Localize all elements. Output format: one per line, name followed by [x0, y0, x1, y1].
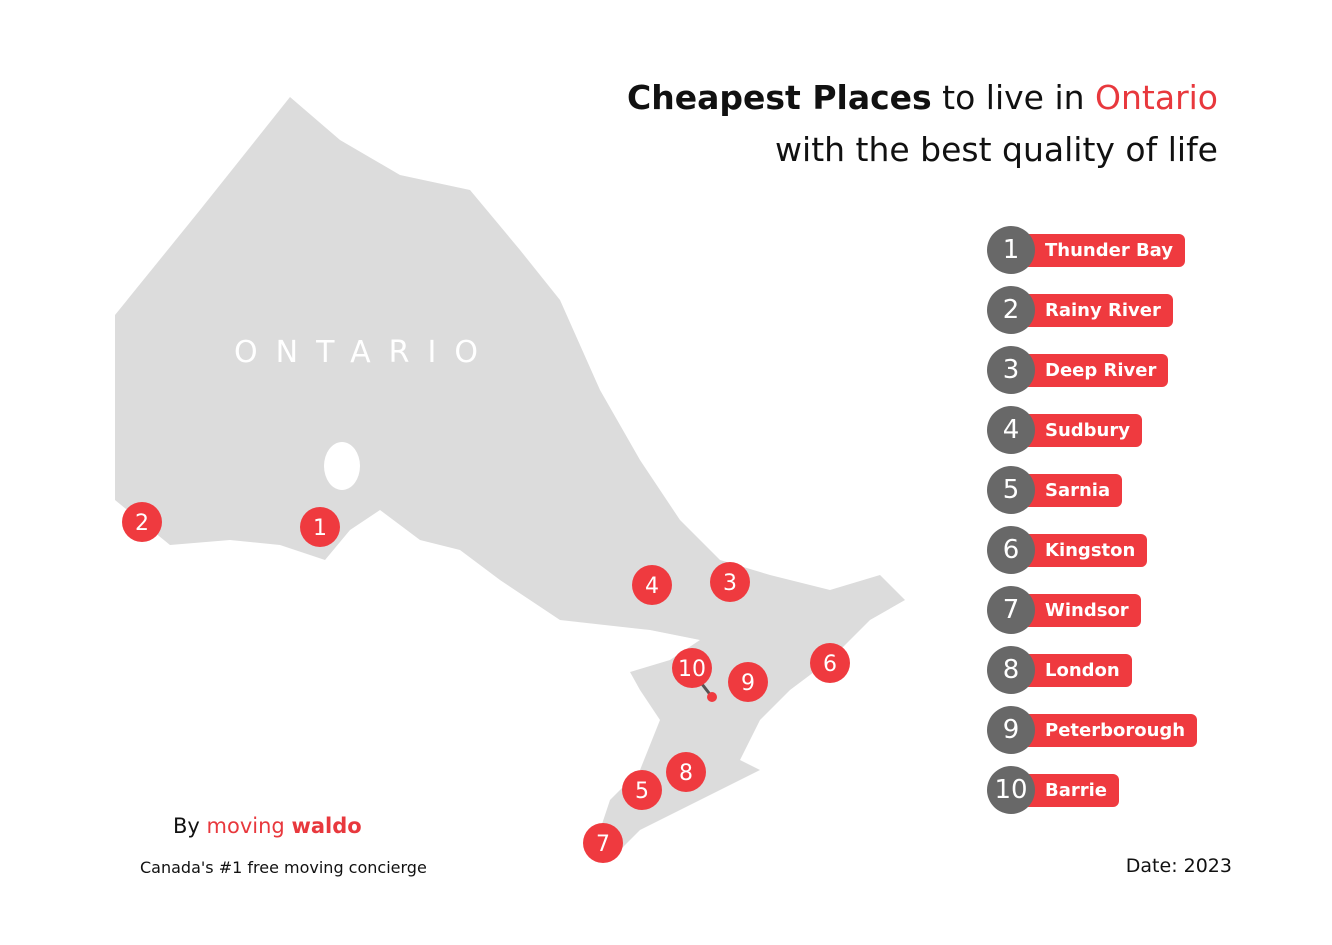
city-name: Sarnia — [1027, 473, 1123, 507]
city-name: Kingston — [1027, 533, 1148, 567]
marker-label: 8 — [679, 761, 693, 786]
ranking-item: 2 Rainy River — [987, 286, 1197, 334]
city-name: Deep River — [1027, 353, 1169, 387]
rank-number: 2 — [987, 286, 1035, 334]
pin-dot — [707, 692, 717, 702]
rank-number: 8 — [987, 646, 1035, 694]
brand-waldo: waldo — [291, 814, 362, 838]
city-name: Thunder Bay — [1027, 233, 1186, 267]
city-name: Peterborough — [1027, 713, 1198, 747]
marker-label: 4 — [645, 574, 659, 599]
marker-label: 10 — [678, 657, 706, 682]
map-label: ONTARIO — [234, 335, 496, 370]
rank-number: 4 — [987, 406, 1035, 454]
marker-label: 5 — [635, 779, 649, 804]
map-marker — [666, 752, 706, 792]
map-marker — [672, 648, 712, 688]
title-line-2: with the best quality of life — [775, 130, 1218, 169]
title-line-1: Cheapest Places to live in Ontario — [627, 78, 1218, 117]
map-marker — [622, 770, 662, 810]
ontario-shape — [115, 97, 905, 860]
ranking-item: 3 Deep River — [987, 346, 1197, 394]
ranking-item: 7 Windsor — [987, 586, 1197, 634]
lake — [324, 442, 360, 490]
rank-number: 10 — [987, 766, 1035, 814]
ranking-list: 1 Thunder Bay 2 Rainy River 3 Deep River 4 Sudb… — [987, 226, 1198, 826]
city-name: Windsor — [1027, 593, 1141, 627]
ranking-item: 4 Sudbury — [987, 406, 1197, 454]
tagline: Canada's #1 free moving concierge — [140, 858, 427, 877]
map-marker — [122, 502, 162, 542]
date: Date: 2023 — [1125, 855, 1232, 877]
byline-by: By — [173, 814, 200, 838]
ranking-item: 10 Barrie — [987, 766, 1197, 814]
rank-number: 5 — [987, 466, 1035, 514]
marker-label: 1 — [313, 516, 327, 541]
marker-label: 9 — [741, 671, 755, 696]
title-bold: Cheapest Places — [627, 78, 932, 117]
city-name: Barrie — [1027, 773, 1119, 807]
ranking-item: 6 Kingston — [987, 526, 1197, 574]
map-marker — [583, 823, 623, 863]
map-marker — [300, 507, 340, 547]
map-marker — [632, 565, 672, 605]
rank-number: 3 — [987, 346, 1035, 394]
brand-moving: moving — [206, 814, 285, 838]
rank-number: 7 — [987, 586, 1035, 634]
byline: By moving waldo — [173, 814, 362, 838]
city-name: Rainy River — [1027, 293, 1173, 327]
rank-number: 1 — [987, 226, 1035, 274]
map-marker — [810, 643, 850, 683]
rank-number: 6 — [987, 526, 1035, 574]
marker-label: 3 — [723, 571, 737, 596]
title-highlight: Ontario — [1095, 78, 1218, 117]
marker-label: 6 — [823, 652, 837, 677]
marker-label: 2 — [135, 511, 149, 536]
city-name: Sudbury — [1027, 413, 1142, 447]
ranking-item: 8 London — [987, 646, 1197, 694]
ranking-item: 5 Sarnia — [987, 466, 1197, 514]
rank-number: 9 — [987, 706, 1035, 754]
ranking-item: 1 Thunder Bay — [987, 226, 1197, 274]
marker-label: 7 — [596, 832, 610, 857]
map-marker — [710, 562, 750, 602]
map-marker — [728, 662, 768, 702]
city-name: London — [1027, 653, 1132, 687]
ranking-item: 9 Peterborough — [987, 706, 1198, 754]
title-middle: to live in — [931, 78, 1096, 117]
markers: 1 2 3 4 5 6 7 8 9 10 — [122, 502, 850, 863]
